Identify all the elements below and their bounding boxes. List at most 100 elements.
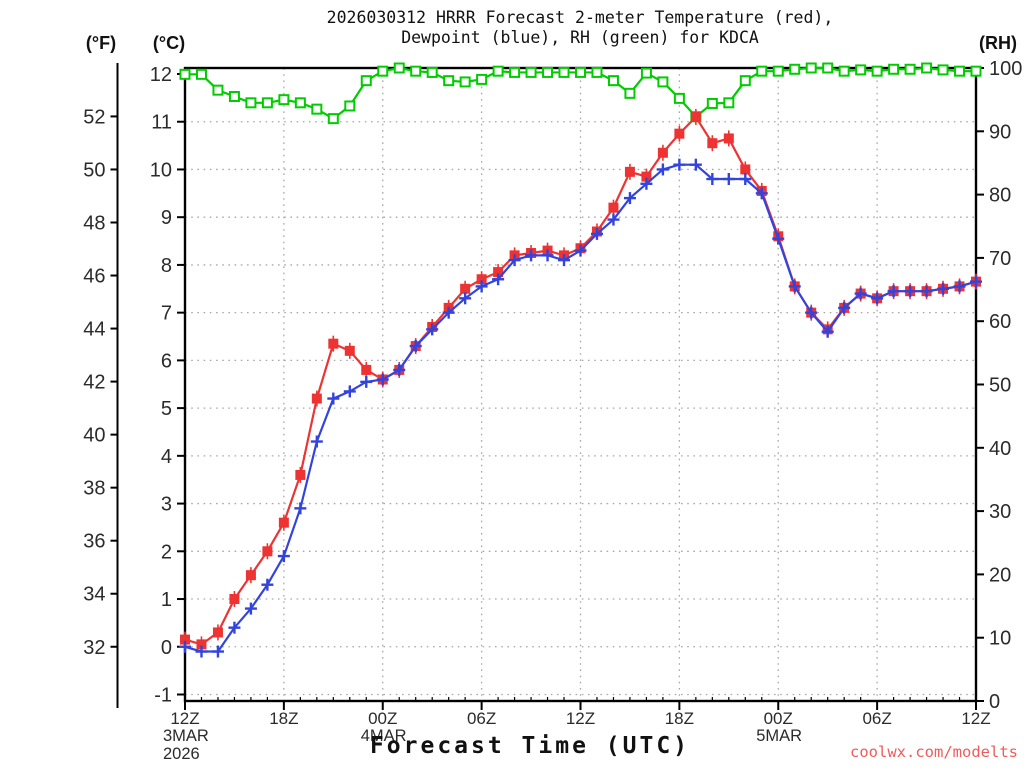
x-tick-label: 12Z <box>566 709 595 728</box>
rh-tick-label: 50 <box>989 375 1011 397</box>
rh-marker <box>212 84 224 96</box>
dewpoint-series-markers <box>179 158 982 658</box>
rh-marker <box>509 66 521 78</box>
temperature-marker <box>361 364 372 375</box>
rh-marker <box>657 76 669 88</box>
chart-title: 2026030312 HRRR Forecast 2-meter Tempera… <box>185 8 975 48</box>
f-tick-label: 32 <box>83 637 105 659</box>
rh-marker <box>937 64 949 76</box>
rh-tick-label: 20 <box>989 564 1011 586</box>
fahrenheit-axis-unit-label: (°F) <box>85 33 117 53</box>
c-tick-label: 7 <box>161 303 172 325</box>
f-tick-label: 36 <box>83 531 105 553</box>
rh-tick-label: 40 <box>989 438 1011 460</box>
c-tick-label: 6 <box>161 350 172 372</box>
rh-tick-label: 60 <box>989 311 1011 333</box>
rh-marker <box>706 97 718 109</box>
x-axis-title: Forecast Time (UTC) <box>369 733 691 759</box>
rh-marker <box>640 67 652 79</box>
x-tick-label: 00Z <box>368 709 397 728</box>
rh-tick-label: 90 <box>989 121 1011 143</box>
rh-marker <box>723 97 735 109</box>
f-tick-label: 48 <box>83 212 105 234</box>
f-tick-label: 40 <box>83 425 105 447</box>
temperature-marker <box>460 283 471 294</box>
x-tick-label: 06Z <box>467 709 496 728</box>
rh-marker <box>459 76 471 88</box>
c-tick-label: 12 <box>150 64 172 86</box>
rh-marker <box>822 62 834 74</box>
rh-marker <box>805 62 817 74</box>
rh-marker <box>179 68 191 80</box>
x-date-label: 3MAR <box>163 727 209 745</box>
c-tick-label: 10 <box>150 159 172 181</box>
rh-marker <box>558 66 570 78</box>
rh-marker <box>607 75 619 87</box>
temperature-marker <box>674 128 685 139</box>
rh-marker <box>393 62 405 74</box>
rh-marker <box>855 64 867 76</box>
f-tick-label: 38 <box>83 478 105 500</box>
rh-marker <box>575 66 586 78</box>
temperature-marker <box>624 166 635 177</box>
rh-marker <box>739 75 751 87</box>
c-tick-label: 4 <box>161 446 172 468</box>
c-tick-label: 9 <box>161 207 172 229</box>
rh-tick-label: 80 <box>989 185 1011 207</box>
x-axis <box>184 697 977 710</box>
watermark-link[interactable]: coolwx.com/modelts <box>850 743 1018 761</box>
x-tick-label: 18Z <box>665 709 694 728</box>
c-tick-label: 8 <box>161 255 172 277</box>
temperature-marker <box>707 138 718 149</box>
rh-marker <box>772 65 784 77</box>
rh-marker <box>492 65 504 77</box>
temperature-marker <box>657 147 668 158</box>
temperature-marker <box>328 338 339 349</box>
x-tick-label: 06Z <box>862 709 891 728</box>
temperature-marker <box>608 202 619 213</box>
rh-tick-label: 70 <box>989 248 1011 270</box>
temperature-marker <box>344 345 355 356</box>
c-tick-label: 2 <box>161 541 172 563</box>
rh-marker <box>624 87 636 99</box>
rh-tick-label: 0 <box>989 691 1000 713</box>
c-tick-label: 0 <box>161 637 172 659</box>
rh-marker <box>542 66 554 78</box>
rh-marker <box>591 66 603 78</box>
rh-axis-unit-label: (RH) <box>979 33 1017 53</box>
c-tick-label: 1 <box>161 589 172 611</box>
temperature-marker <box>311 393 322 404</box>
rh-marker <box>344 100 356 112</box>
rh-marker <box>476 73 488 85</box>
rh-marker <box>443 75 455 87</box>
temperature-marker <box>229 594 240 605</box>
rh-marker <box>245 97 257 109</box>
rh-tick-label: 10 <box>989 628 1011 650</box>
rh-marker <box>970 65 982 77</box>
rh-marker <box>410 65 422 77</box>
rh-marker <box>673 92 685 104</box>
rh-marker <box>789 63 801 75</box>
rh-marker <box>921 62 933 74</box>
temperature-marker <box>690 111 701 122</box>
rh-marker <box>261 97 273 109</box>
temperature-marker <box>212 627 223 638</box>
rh-marker <box>278 94 290 106</box>
c-tick-label: 5 <box>161 398 172 420</box>
f-tick-label: 46 <box>83 266 105 288</box>
rh-marker <box>228 90 240 102</box>
rh-marker <box>311 103 323 115</box>
f-tick-label: 52 <box>83 106 105 128</box>
fahrenheit-axis <box>110 63 119 708</box>
f-tick-label: 34 <box>83 584 105 606</box>
f-tick-label: 50 <box>83 159 105 181</box>
x-tick-label: 18Z <box>269 709 298 728</box>
rh-marker <box>954 65 966 77</box>
temperature-marker <box>740 164 751 175</box>
chart-title-line1: 2026030312 HRRR Forecast 2-meter Tempera… <box>326 8 834 27</box>
f-tick-label: 42 <box>83 372 105 394</box>
rh-marker <box>904 63 916 75</box>
rh-marker <box>525 66 537 78</box>
